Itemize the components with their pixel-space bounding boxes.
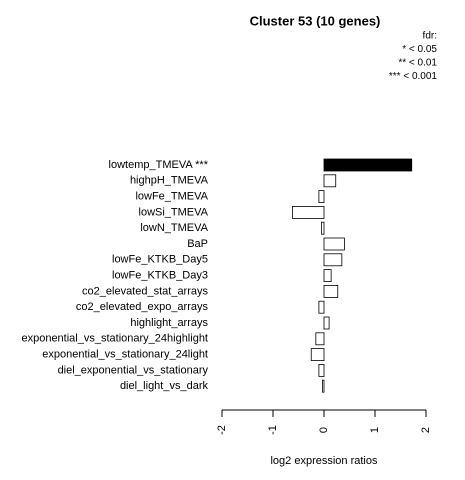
bar (323, 284, 339, 298)
x-axis-label: log2 expression ratios (270, 455, 378, 467)
bar (323, 158, 413, 172)
bar (323, 237, 345, 251)
x-tick-label: -1 (267, 425, 279, 435)
bar (318, 190, 325, 204)
x-tick-label: -2 (216, 425, 228, 435)
category-label: BaP (187, 238, 208, 250)
category-label: co2_elevated_stat_arrays (82, 285, 208, 297)
legend-text: * < 0.05 (402, 44, 437, 55)
bar (310, 348, 325, 362)
bar (315, 332, 325, 346)
category-label: diel_exponential_vs_stationary (58, 364, 209, 376)
category-label: exponential_vs_stationary_24highlight (21, 333, 208, 345)
category-label: co2_elevated_expo_arrays (76, 301, 209, 313)
chart-title: Cluster 53 (10 genes) (250, 13, 381, 28)
bar (321, 221, 325, 235)
category-label: lowSi_TMEVA (139, 206, 209, 218)
bar (291, 205, 325, 219)
category-label: highlight_arrays (130, 317, 208, 329)
bar (323, 174, 337, 188)
legend-text: *** < 0.001 (389, 71, 438, 82)
category-label: highpH_TMEVA (130, 175, 209, 187)
category-label: lowN_TMEVA (140, 222, 208, 234)
bar (323, 253, 343, 267)
legend-text: fdr: (423, 31, 437, 42)
bar (322, 379, 325, 393)
category-label: diel_light_vs_dark (120, 380, 209, 392)
bar (318, 363, 325, 377)
x-tick-label: 0 (318, 427, 330, 433)
legend-text: ** < 0.01 (398, 58, 437, 69)
category-label: lowFe_KTKB_Day3 (112, 270, 208, 282)
x-tick-label: 1 (369, 427, 381, 433)
bar (318, 300, 325, 314)
category-label: lowFe_TMEVA (135, 191, 208, 203)
bar (323, 316, 330, 330)
category-label: exponential_vs_stationary_24light (42, 349, 208, 361)
bar (323, 269, 332, 283)
category-label: lowtemp_TMEVA *** (109, 159, 209, 171)
x-tick-label: 2 (420, 427, 432, 433)
category-label: lowFe_KTKB_Day5 (112, 254, 208, 266)
